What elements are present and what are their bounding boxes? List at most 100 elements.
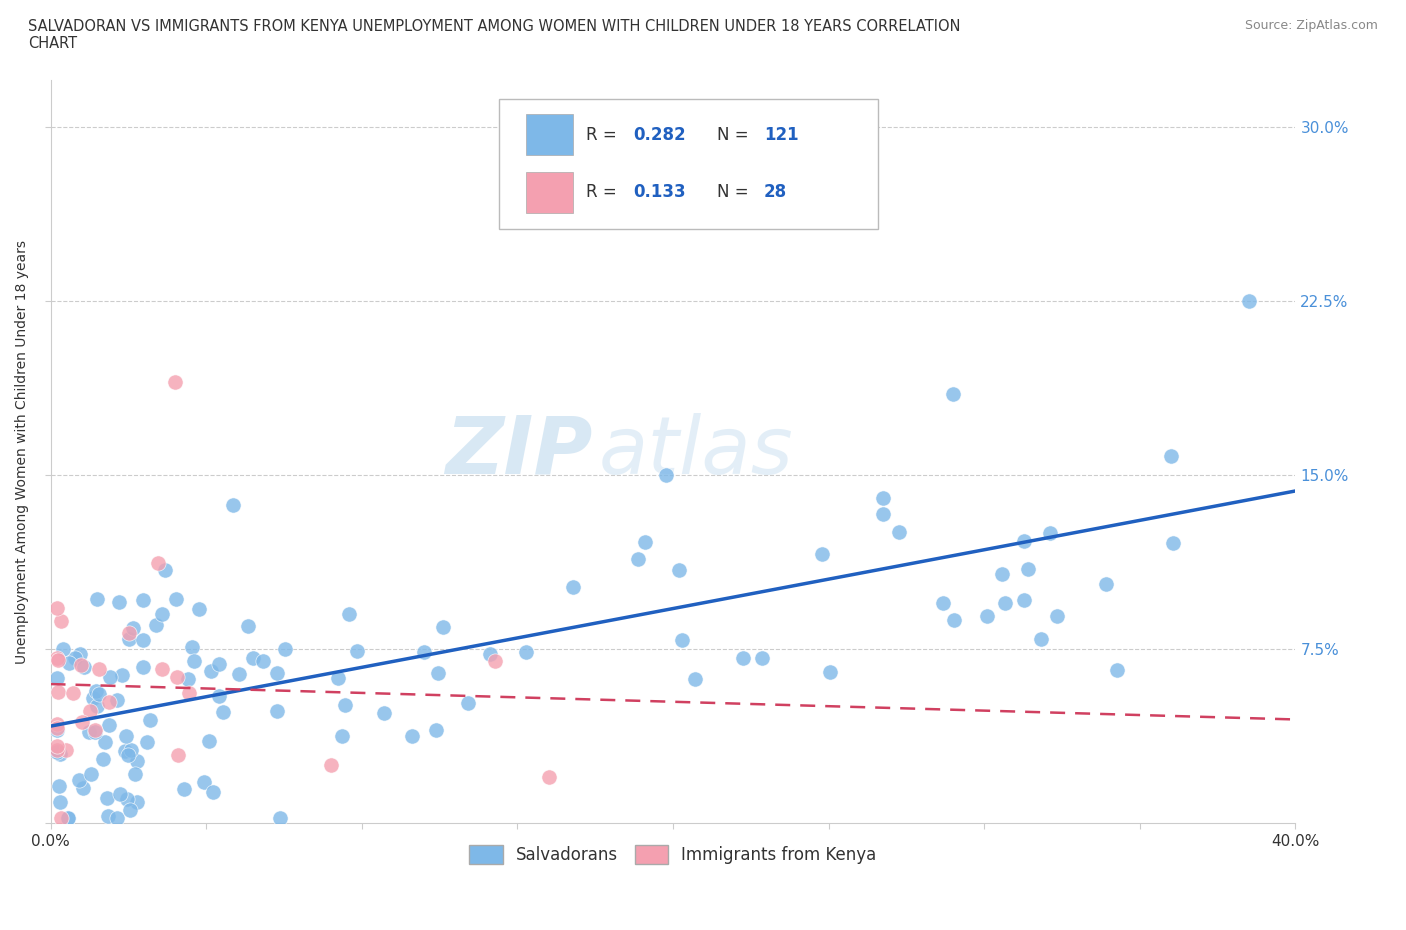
Point xyxy=(187,602,209,617)
Bar xyxy=(526,114,574,155)
Text: 0.282: 0.282 xyxy=(633,126,686,144)
Point xyxy=(183,653,205,668)
Point xyxy=(1017,561,1039,576)
Point xyxy=(811,546,834,561)
Point xyxy=(200,663,222,678)
Point xyxy=(1014,592,1036,607)
Point xyxy=(228,667,250,682)
Point xyxy=(484,653,506,668)
Point xyxy=(56,811,79,826)
Point xyxy=(49,747,72,762)
Point xyxy=(45,723,67,737)
Point xyxy=(117,748,139,763)
Point xyxy=(51,811,73,826)
Point xyxy=(132,632,155,647)
Point xyxy=(1039,526,1062,541)
Point xyxy=(177,685,200,700)
Text: Source: ZipAtlas.com: Source: ZipAtlas.com xyxy=(1244,19,1378,32)
Point xyxy=(120,743,142,758)
Point xyxy=(1046,608,1069,623)
Point xyxy=(346,644,368,658)
Point xyxy=(1029,631,1052,646)
Point xyxy=(1094,577,1116,591)
Point xyxy=(631,193,654,208)
Point xyxy=(86,591,108,606)
Point xyxy=(97,717,120,732)
Point xyxy=(82,690,104,705)
Point xyxy=(45,738,67,753)
Point xyxy=(152,661,174,676)
Bar xyxy=(526,172,574,213)
Point xyxy=(165,592,187,607)
Point xyxy=(114,744,136,759)
Point xyxy=(145,618,167,633)
Point xyxy=(62,685,84,700)
Point xyxy=(52,642,75,657)
Point xyxy=(337,606,360,621)
Point xyxy=(49,794,72,809)
Point xyxy=(83,723,105,737)
Point xyxy=(942,386,965,401)
Point xyxy=(45,671,67,685)
Point xyxy=(537,769,560,784)
Point xyxy=(335,698,357,712)
Text: atlas: atlas xyxy=(599,413,793,491)
Point xyxy=(173,781,195,796)
Point xyxy=(163,375,186,390)
Point xyxy=(994,596,1017,611)
Point xyxy=(751,650,773,665)
Point xyxy=(991,567,1014,582)
Point xyxy=(70,658,93,672)
Point xyxy=(655,468,678,483)
Point xyxy=(98,670,121,684)
Point xyxy=(132,592,155,607)
Point xyxy=(45,720,67,735)
Point xyxy=(67,773,90,788)
Point xyxy=(319,758,342,773)
Point xyxy=(45,742,67,757)
Text: 28: 28 xyxy=(763,183,787,202)
Point xyxy=(515,644,537,659)
Point xyxy=(46,684,69,699)
Point xyxy=(115,791,138,806)
Point xyxy=(479,646,502,661)
Point xyxy=(122,620,145,635)
Point xyxy=(96,790,118,805)
Point xyxy=(108,594,131,609)
Point xyxy=(1237,293,1260,308)
Point xyxy=(326,671,349,685)
Point xyxy=(426,666,449,681)
Point xyxy=(79,724,101,739)
Point xyxy=(976,608,998,623)
Point xyxy=(236,618,259,633)
Point xyxy=(45,601,67,616)
Point xyxy=(73,659,96,674)
Point xyxy=(197,734,219,749)
Point xyxy=(932,596,955,611)
Text: SALVADORAN VS IMMIGRANTS FROM KENYA UNEMPLOYMENT AMONG WOMEN WITH CHILDREN UNDER: SALVADORAN VS IMMIGRANTS FROM KENYA UNEM… xyxy=(28,19,960,51)
Point xyxy=(49,614,72,629)
Point xyxy=(97,809,120,824)
Text: N =: N = xyxy=(717,183,754,202)
Point xyxy=(55,742,77,757)
Point xyxy=(80,766,103,781)
Point xyxy=(79,704,101,719)
Point xyxy=(58,811,80,826)
Text: N =: N = xyxy=(717,126,754,144)
Point xyxy=(202,785,225,800)
Point xyxy=(731,651,754,666)
Point xyxy=(86,684,108,698)
Point xyxy=(1160,449,1182,464)
Point xyxy=(124,766,146,781)
Point xyxy=(150,606,173,621)
Point xyxy=(58,656,80,671)
Point xyxy=(242,650,264,665)
Text: R =: R = xyxy=(586,126,621,144)
Point xyxy=(65,651,87,666)
Point xyxy=(118,625,141,640)
Point xyxy=(373,706,395,721)
Point xyxy=(87,662,110,677)
Point xyxy=(84,724,107,739)
Point xyxy=(401,729,423,744)
Point xyxy=(131,660,153,675)
